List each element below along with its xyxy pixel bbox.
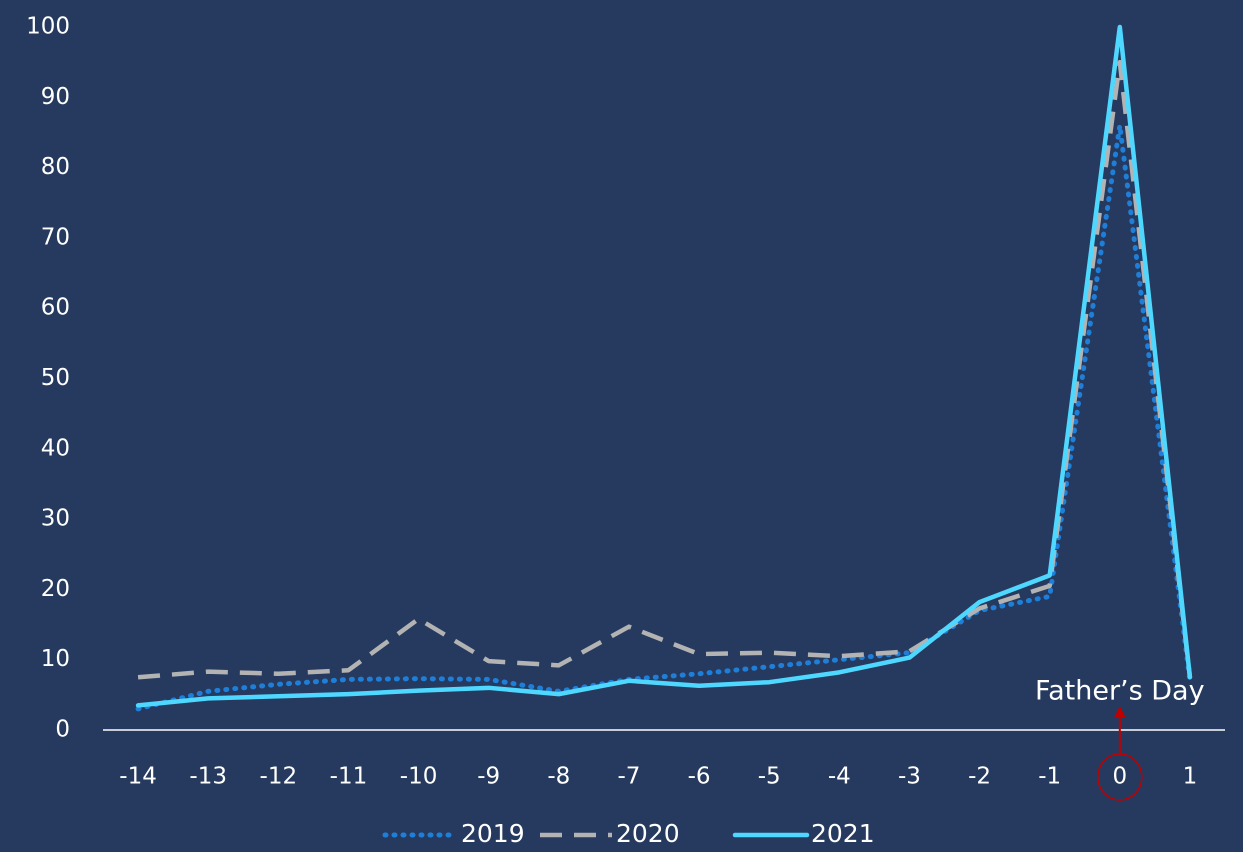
annotation-text: Father’s Day xyxy=(1035,676,1205,707)
y-tick-label: 20 xyxy=(41,576,70,602)
line xyxy=(135,24,1193,708)
y-tick-label: 60 xyxy=(41,295,70,321)
x-tick-label: 0 xyxy=(1112,764,1127,790)
y-tick-label: 30 xyxy=(41,506,70,532)
x-tick-label: -12 xyxy=(260,764,298,790)
x-tick-label: -8 xyxy=(547,764,570,790)
legend-label: 2021 xyxy=(811,819,875,848)
x-tick-label: -10 xyxy=(400,764,438,790)
x-tick-label: -1 xyxy=(1038,764,1061,790)
x-tick-label: 1 xyxy=(1183,764,1198,790)
legend-label: 2020 xyxy=(616,819,680,848)
x-tick-label: -13 xyxy=(189,764,227,790)
x-tick-label: -6 xyxy=(688,764,711,790)
y-tick-label: 40 xyxy=(41,435,70,461)
y-tick-label: 0 xyxy=(55,717,70,743)
x-tick-label: -4 xyxy=(828,764,851,790)
y-tick-label: 80 xyxy=(41,154,70,180)
y-tick-label: 70 xyxy=(41,224,70,250)
y-tick-label: 50 xyxy=(41,365,70,391)
x-tick-label: -5 xyxy=(758,764,781,790)
x-tick-label: -3 xyxy=(898,764,921,790)
x-tick-label: -14 xyxy=(119,764,157,790)
x-tick-label: -2 xyxy=(968,764,991,790)
x-tick-label: -11 xyxy=(330,764,368,790)
y-tick-label: 100 xyxy=(26,14,70,40)
legend-label: 2019 xyxy=(461,819,525,848)
y-tick-label: 10 xyxy=(41,646,70,672)
y-tick-label: 90 xyxy=(41,84,70,110)
annotation-arrowhead xyxy=(1113,706,1126,718)
line xyxy=(135,122,1193,712)
x-tick-label: -9 xyxy=(477,764,500,790)
line xyxy=(137,59,1193,680)
x-tick-label: -7 xyxy=(617,764,640,790)
